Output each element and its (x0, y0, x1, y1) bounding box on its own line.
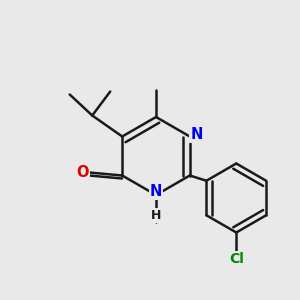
Text: O: O (76, 165, 89, 180)
Text: N: N (150, 184, 162, 199)
Text: H: H (151, 209, 161, 222)
Text: N: N (190, 127, 202, 142)
Text: Cl: Cl (229, 252, 244, 266)
